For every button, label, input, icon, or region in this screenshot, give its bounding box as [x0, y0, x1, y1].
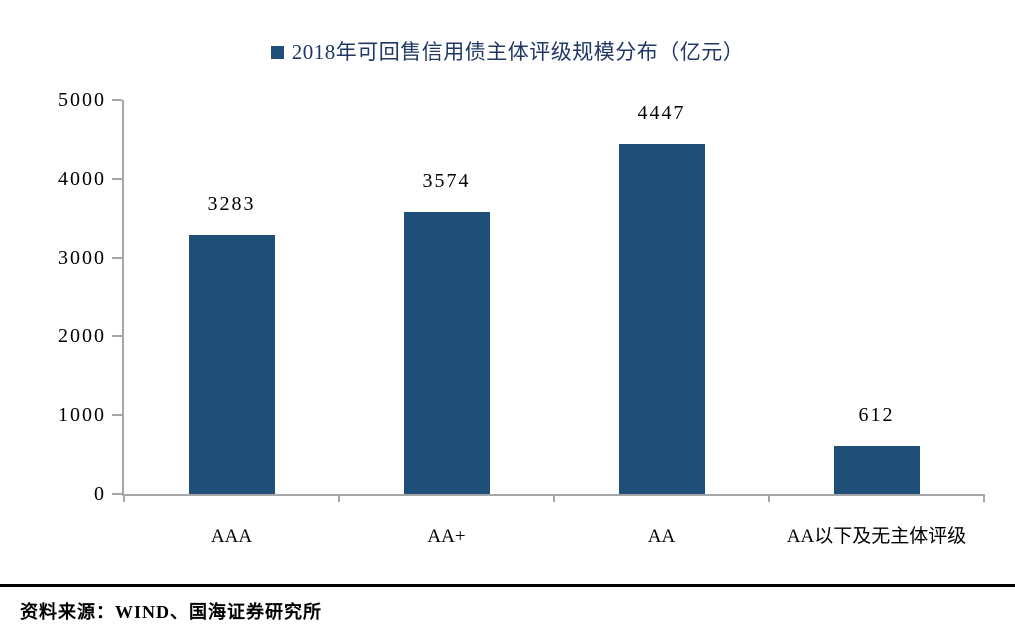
- x-axis-tick: [983, 494, 985, 502]
- x-axis-category-label: AAA: [210, 526, 253, 547]
- x-axis-tick: [553, 494, 555, 502]
- x-axis-tick: [338, 494, 340, 502]
- chart-title: 2018年可回售信用债主体评级规模分布（亿元）: [291, 40, 745, 64]
- y-axis-tick-label: 1000: [58, 404, 106, 427]
- y-axis-tick: [112, 414, 122, 417]
- x-axis-category-label: AA以下及无主体评级: [786, 526, 967, 547]
- bar: [618, 143, 705, 494]
- bar: [403, 212, 490, 494]
- x-axis-tick: [123, 494, 125, 502]
- bar-value-label: 3574: [422, 170, 471, 193]
- bar-value-label: 4447: [637, 101, 686, 124]
- y-axis-tick: [112, 335, 122, 338]
- bar: [188, 235, 275, 494]
- y-axis-tick-label: 3000: [58, 246, 106, 269]
- y-axis-tick: [112, 256, 122, 259]
- y-axis-tick-label: 2000: [58, 325, 106, 348]
- x-axis-tick: [768, 494, 770, 502]
- y-axis-tick: [112, 99, 122, 101]
- plot-area: 0 1000 2000 3000 4000 5000 3283 AAA 3574 AA+ 4447 A…: [58, 89, 985, 547]
- y-axis-tick-label: 5000: [58, 89, 106, 111]
- y-axis-tick-label: 4000: [58, 167, 106, 190]
- chart-legend: 2018年可回售信用债主体评级规模分布（亿元）: [0, 36, 1015, 66]
- bar-value-label: 3283: [207, 193, 256, 216]
- footer-separator-line: [0, 584, 1015, 587]
- source-note: 资料来源：WIND、国海证券研究所: [20, 602, 323, 622]
- x-axis-category-label: AA+: [427, 526, 466, 547]
- y-axis-tick: [112, 493, 122, 495]
- legend-square-icon: [270, 45, 284, 59]
- y-axis-tick: [112, 177, 122, 180]
- y-axis-tick-label: 0: [94, 483, 106, 505]
- bar: [833, 445, 920, 494]
- x-axis-category-label: AA: [647, 526, 676, 547]
- bar-value-label: 612: [858, 403, 895, 426]
